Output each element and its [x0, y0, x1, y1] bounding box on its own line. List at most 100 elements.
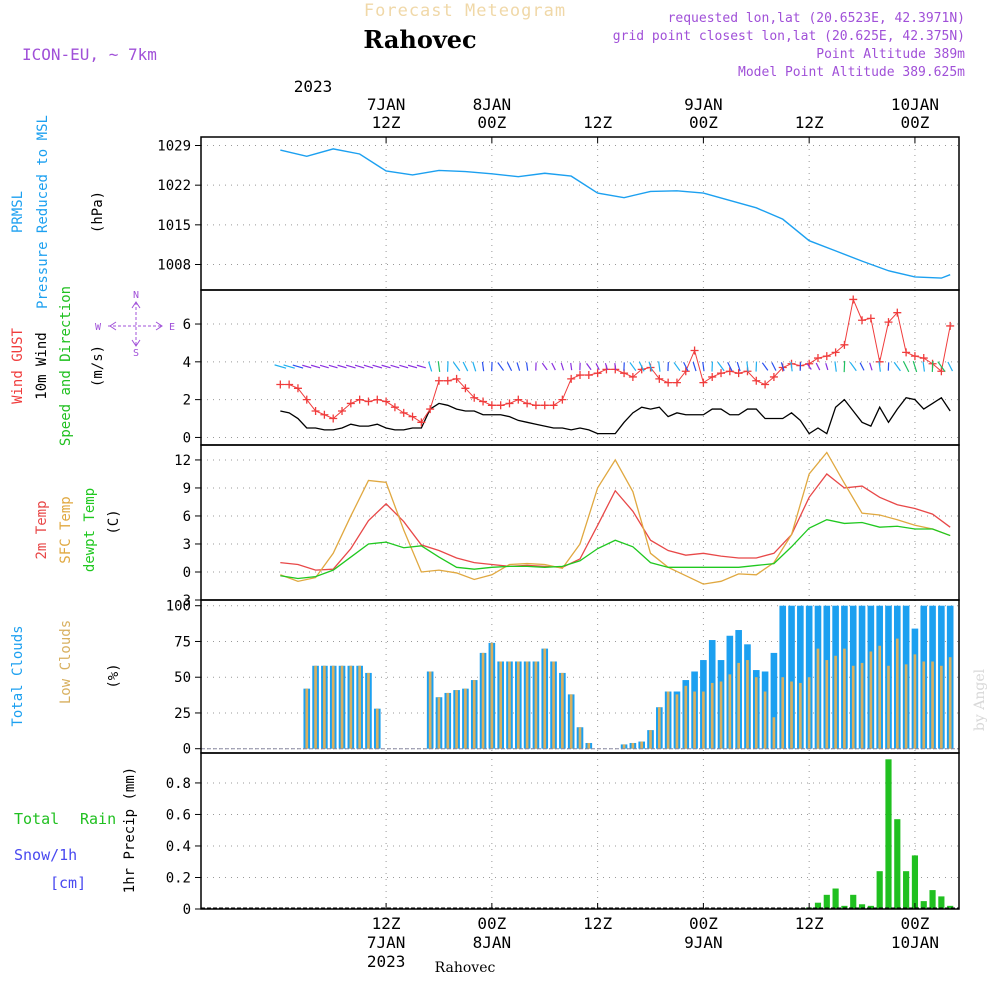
- wind-ylabel-10m: 10m Wind: [34, 332, 50, 399]
- wind-arrow: [790, 361, 793, 372]
- low-cloud-bar: [446, 692, 450, 749]
- rain-bar: [938, 896, 945, 909]
- gust-marker: [840, 340, 849, 349]
- y-tick-label: 12: [174, 453, 191, 469]
- low-cloud-bar: [869, 651, 873, 749]
- wind-arrow: [586, 363, 592, 371]
- y-tick-label: 0: [183, 565, 191, 581]
- bottom-date-label: 8JAN: [473, 933, 512, 952]
- rain-bar: [841, 905, 848, 909]
- low-cloud-bar: [314, 665, 317, 749]
- low-cloud-bar: [340, 665, 344, 749]
- gust-marker: [452, 374, 461, 383]
- y-tick-label: 1008: [157, 258, 191, 274]
- gust-marker: [364, 397, 373, 406]
- wind-arrow: [849, 361, 857, 372]
- temp-dewpt-line: [280, 519, 951, 580]
- low-cloud-bar: [737, 662, 740, 749]
- grid-point-coords: grid point closest lon,lat (20.625E, 42.…: [613, 29, 965, 44]
- bottom-time-label: 00Z: [477, 914, 506, 933]
- top-year: 2023: [294, 77, 333, 96]
- bottom-date-label: 9JAN: [684, 933, 723, 952]
- low-cloud-bar: [922, 661, 926, 749]
- gust-marker: [408, 412, 417, 421]
- wind-arrow: [381, 364, 391, 369]
- y-tick-label: 6: [183, 317, 191, 333]
- requested-coords: requested lon,lat (20.6523E, 42.3971N): [668, 11, 965, 26]
- wind-arrow: [673, 362, 681, 372]
- gust-marker: [285, 380, 294, 389]
- gust-marker: [293, 384, 302, 393]
- gust-marker: [893, 308, 902, 317]
- gust-marker: [708, 372, 717, 381]
- top-time-label: 12Z: [372, 113, 401, 132]
- low-cloud-bar: [851, 665, 855, 749]
- top-date-label: 10JAN: [891, 95, 939, 114]
- wind-arrow: [771, 362, 777, 371]
- temp-ylabel-dewpt: dewpt Temp: [82, 488, 98, 572]
- wind-arrow: [570, 362, 573, 371]
- low-cloud-bar: [825, 660, 829, 749]
- gust-marker: [276, 380, 285, 389]
- y-tick-label: 0: [183, 902, 191, 918]
- rain-bar: [850, 894, 857, 909]
- wind-arrow: [497, 362, 505, 371]
- y-tick-label: 0: [183, 430, 191, 446]
- model-label: ICON-EU, ~ 7km: [22, 45, 157, 64]
- top-time-label: 00Z: [689, 113, 718, 132]
- precip-legend-total: Total: [14, 810, 59, 828]
- gust-marker: [681, 367, 690, 376]
- gust-marker: [910, 352, 919, 361]
- low-cloud-bar: [658, 707, 661, 749]
- gust-marker: [717, 369, 726, 378]
- precip-ylabel-text: 1hr Precip (mm): [122, 767, 138, 893]
- wind-compass: N S W E: [95, 290, 175, 359]
- low-cloud-bar: [587, 742, 591, 749]
- y-tick-label: 100: [166, 599, 191, 615]
- total-cloud-bar: [788, 605, 795, 749]
- rain-bar: [903, 871, 910, 909]
- gust-marker: [567, 374, 576, 383]
- y-tick-label: 9: [183, 481, 191, 497]
- low-cloud-bar: [860, 662, 864, 749]
- low-cloud-bar: [640, 741, 644, 749]
- low-cloud-bar: [684, 685, 688, 749]
- y-tick-label: 1022: [157, 178, 191, 194]
- wind-arrow: [629, 362, 637, 372]
- low-cloud-bar: [807, 677, 811, 749]
- wind-arrow: [416, 364, 426, 369]
- low-cloud-bar: [763, 691, 767, 749]
- low-cloud-bar: [746, 660, 749, 749]
- low-cloud-bar: [367, 672, 370, 749]
- low-cloud-bar: [781, 677, 785, 749]
- y-tick-label: 0.2: [166, 870, 191, 886]
- wind-speed-line: [280, 396, 951, 435]
- wind-arrow: [390, 364, 400, 369]
- gust-marker: [346, 399, 355, 408]
- bottom-time-label: 00Z: [900, 914, 929, 933]
- wind-arrow: [525, 362, 529, 371]
- wind-arrow: [462, 361, 469, 372]
- gust-marker: [417, 418, 426, 427]
- pressure-ylabel-line1: PRMSL: [10, 191, 26, 233]
- wind-arrow: [727, 361, 733, 372]
- gust-marker: [355, 395, 364, 404]
- panel-frame: [200, 136, 960, 291]
- y-tick-label: 0.4: [166, 839, 191, 855]
- top-date-label: 9JAN: [684, 95, 723, 114]
- low-cloud-bar: [437, 697, 441, 749]
- clouds-unit: (%): [106, 663, 122, 688]
- low-cloud-bar: [931, 661, 934, 749]
- low-cloud-bar: [799, 682, 802, 749]
- rain-bar: [947, 905, 954, 909]
- wind-arrow: [614, 363, 617, 371]
- low-cloud-bar: [455, 690, 458, 749]
- wind-arrow: [328, 364, 338, 369]
- location-title: Rahovec: [363, 25, 476, 54]
- low-cloud-bar: [631, 742, 635, 749]
- gust-marker: [946, 321, 955, 330]
- low-cloud-bar: [843, 648, 846, 749]
- panel-frame: [200, 752, 960, 910]
- wind-arrow: [638, 361, 645, 372]
- rain-bar: [867, 905, 874, 909]
